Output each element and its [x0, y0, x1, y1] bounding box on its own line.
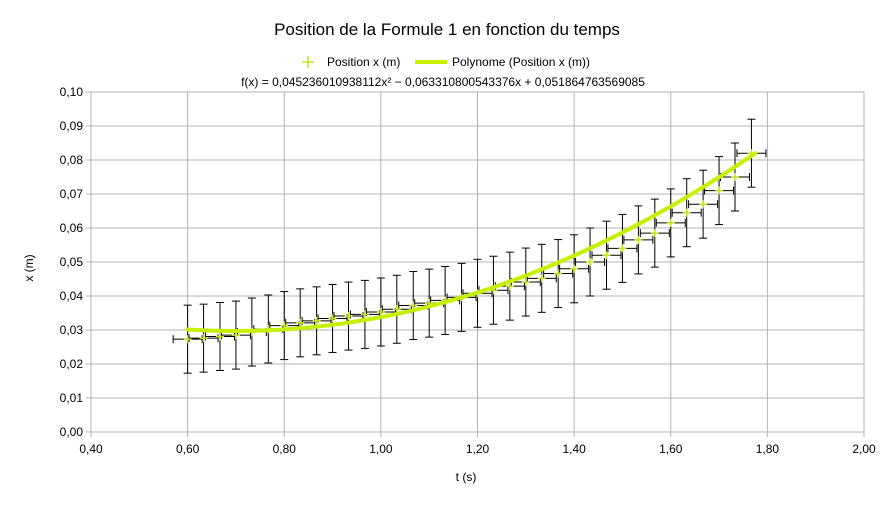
x-tick-label: 1,20 [466, 442, 490, 456]
y-tick-label: 0,07 [60, 187, 84, 201]
y-axis-label: x (m) [22, 254, 36, 281]
data-point [731, 173, 740, 181]
y-tick-label: 0,02 [60, 357, 84, 371]
legend-label-scatter: Position x (m) [327, 55, 400, 69]
x-tick-label: 0,60 [176, 442, 200, 456]
y-tick-label: 0,06 [60, 221, 84, 235]
data-point [666, 218, 675, 227]
data-point [618, 244, 627, 253]
data-point [376, 307, 385, 316]
y-tick-label: 0,03 [60, 323, 84, 337]
y-tick-label: 0,09 [60, 119, 84, 133]
y-tick-label: 0,00 [60, 425, 84, 439]
legend: Position x (m) Polynome (Position x (m)) [302, 55, 590, 69]
legend-marker-scatter [302, 56, 314, 68]
x-tick-label: 1,80 [756, 442, 780, 456]
x-axis-label: t (s) [456, 470, 477, 484]
data-point [602, 251, 611, 260]
trendline [185, 151, 758, 333]
data-point [521, 278, 530, 287]
legend-label-trendline: Polynome (Position x (m)) [452, 55, 590, 69]
y-tick-label: 0,04 [60, 289, 84, 303]
data-point [360, 310, 369, 319]
data-point [715, 186, 724, 195]
x-axis-ticks: 0,40 0,60 0,80 1,00 1,20 1,40 1,60 1,80 2,00 [79, 442, 876, 456]
x-tick-label: 0,40 [79, 442, 103, 456]
data-point [634, 235, 643, 244]
data-point [215, 332, 224, 341]
data-point [682, 208, 691, 217]
data-point [199, 334, 208, 343]
x-tick-label: 2,00 [852, 442, 876, 456]
y-tick-label: 0,08 [60, 153, 84, 167]
y-axis-ticks: 0,00 0,01 0,02 0,03 0,04 0,05 0,06 0,07 0,08 0,09… [60, 85, 84, 439]
x-tick-label: 1,60 [659, 442, 683, 456]
data-point [537, 274, 546, 283]
data-point [554, 269, 563, 278]
data-point [650, 229, 659, 238]
scatter-points [183, 149, 756, 344]
data-point [328, 314, 337, 323]
error-bars [172, 118, 767, 374]
trendline-equation: f(x) = 0,045236010938112x² − 0,063310800… [241, 75, 645, 89]
x-tick-label: 0,80 [273, 442, 297, 456]
data-point [183, 335, 192, 344]
y-tick-label: 0,01 [60, 391, 84, 405]
data-point [586, 258, 595, 266]
data-point [312, 316, 321, 325]
chart-title: Position de la Formule 1 en fonction du … [274, 20, 620, 39]
axes [86, 91, 865, 437]
data-point [699, 200, 708, 209]
x-tick-label: 1,40 [562, 442, 586, 456]
data-point [296, 318, 305, 327]
trendline-group [185, 151, 758, 333]
data-point [344, 312, 353, 321]
y-tick-label: 0,10 [60, 85, 84, 99]
y-tick-label: 0,05 [60, 255, 84, 269]
x-tick-label: 1,00 [369, 442, 393, 456]
data-point [570, 264, 579, 273]
